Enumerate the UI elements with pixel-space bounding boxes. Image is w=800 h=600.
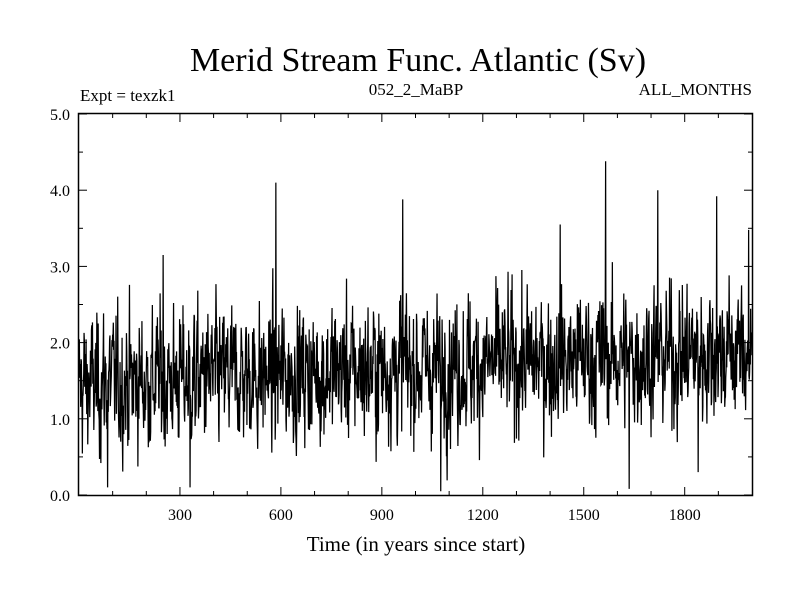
series-line	[78, 161, 753, 492]
subtitle-center: 052_2_MaBP	[369, 80, 463, 99]
x-tick-label: 1200	[467, 507, 499, 524]
y-tick-label: 2.0	[50, 336, 70, 353]
y-tick-label: 1.0	[50, 412, 70, 429]
subtitle-right: ALL_MONTHS	[639, 80, 752, 99]
x-tick-label: 1500	[568, 507, 600, 524]
chart-title: Merid Stream Func. Atlantic (Sv)	[190, 42, 646, 79]
y-tick-label: 0.0	[50, 488, 70, 505]
x-axis-label: Time (in years since start)	[307, 532, 526, 556]
x-tick-label: 300	[168, 507, 192, 524]
y-tick-label: 4.0	[50, 183, 70, 200]
x-tick-label: 600	[269, 507, 293, 524]
y-tick-label: 5.0	[50, 107, 70, 124]
x-tick-label: 1800	[669, 507, 701, 524]
plot-frame	[77, 112, 754, 497]
subtitle-left: Expt = texzk1	[80, 86, 176, 105]
x-tick-label: 900	[370, 507, 394, 524]
y-tick-label: 3.0	[50, 259, 70, 276]
plot-area	[78, 161, 753, 492]
